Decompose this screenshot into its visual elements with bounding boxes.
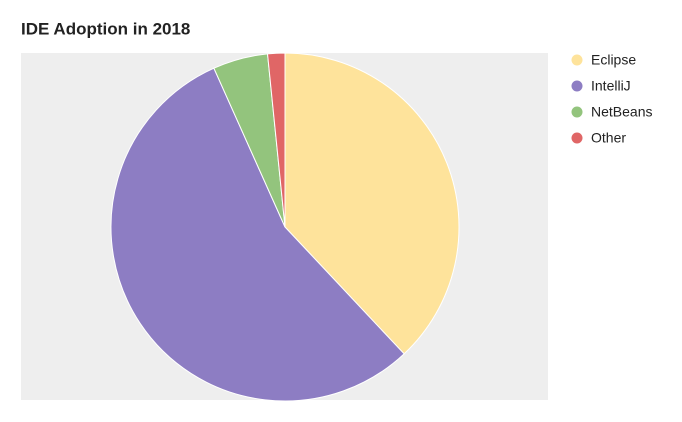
legend-label: Other [591, 130, 626, 146]
legend-swatch [571, 80, 583, 92]
pie-slice [110, 67, 405, 402]
legend-swatch [571, 54, 583, 66]
legend-swatch [571, 106, 583, 118]
legend-label: NetBeans [591, 104, 652, 120]
legend-label: IntelliJ [591, 78, 631, 94]
pie-slice [284, 52, 460, 355]
chart-title: IDE Adoption in 2018 [21, 19, 190, 38]
legend-label: Eclipse [591, 52, 636, 68]
pie-slice [266, 52, 286, 228]
legend-swatch [571, 132, 583, 144]
